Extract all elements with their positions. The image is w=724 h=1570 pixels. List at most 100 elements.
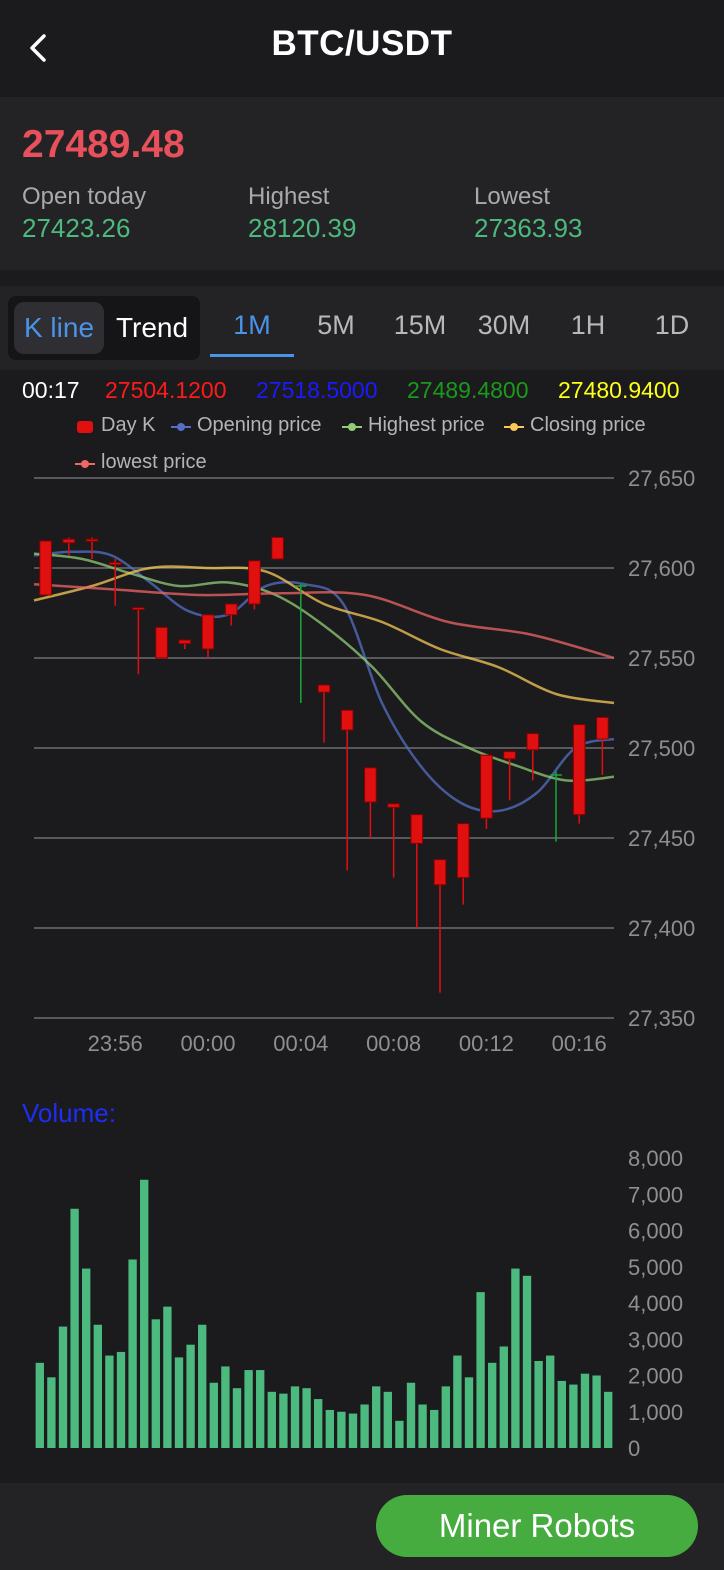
candle-body bbox=[503, 751, 516, 760]
timeframe-15m[interactable]: 15M bbox=[393, 310, 447, 340]
y-tick-label: 27,500 bbox=[628, 736, 695, 761]
back-icon[interactable] bbox=[24, 30, 54, 66]
candle-body bbox=[155, 626, 168, 659]
x-tick-label: 00:04 bbox=[273, 1031, 328, 1056]
timeframe-5m[interactable]: 5M bbox=[317, 310, 355, 340]
volume-bar bbox=[267, 1391, 276, 1448]
volume-y-tick-label: 5,000 bbox=[628, 1255, 683, 1280]
chart-tabbar: K line Trend 1M 5M 15M 30M 1H 1D bbox=[0, 286, 724, 370]
stat-highest: Highest 28120.39 bbox=[248, 183, 356, 244]
candle-body bbox=[201, 614, 215, 650]
y-tick-label: 27,450 bbox=[628, 826, 695, 851]
volume-y-tick-label: 4,000 bbox=[628, 1291, 683, 1316]
readout-time: 00:17 bbox=[22, 377, 80, 403]
y-tick-label: 27,400 bbox=[628, 916, 695, 941]
volume-bar bbox=[534, 1361, 543, 1448]
volume-bar bbox=[604, 1391, 613, 1448]
candle-body bbox=[62, 538, 76, 544]
volume-bar bbox=[116, 1351, 126, 1448]
kline-chart[interactable]: 27,650 27,600 27,550 27,500 27,450 27,400 27,3… bbox=[0, 460, 724, 1060]
volume-bar bbox=[209, 1382, 218, 1448]
candle-body bbox=[480, 754, 493, 819]
volume-bar bbox=[151, 1319, 160, 1448]
volume-bar bbox=[476, 1292, 485, 1448]
tab-trend[interactable]: Trend bbox=[115, 312, 189, 343]
stat-lowest: Lowest 27363.93 bbox=[474, 183, 582, 244]
y-tick-label: 27,550 bbox=[628, 646, 695, 671]
timeframe-1h[interactable]: 1H bbox=[570, 310, 606, 340]
stat-value: 28120.39 bbox=[248, 213, 357, 243]
volume-bar bbox=[557, 1380, 566, 1448]
candle-body bbox=[456, 823, 470, 879]
active-tab-indicator bbox=[210, 354, 294, 357]
price-panel: 27489.48 Open today 27423.26 Highest 281… bbox=[0, 97, 724, 270]
volume-bar bbox=[430, 1409, 439, 1448]
volume-bar bbox=[360, 1404, 369, 1448]
volume-bar bbox=[499, 1346, 508, 1448]
miner-robots-button[interactable]: Miner Robots bbox=[376, 1495, 698, 1557]
candle-body bbox=[433, 859, 447, 886]
volume-bar bbox=[128, 1259, 137, 1448]
volume-bar bbox=[580, 1373, 590, 1448]
volume-bar bbox=[441, 1386, 450, 1448]
timeframe-30m[interactable]: 30M bbox=[477, 310, 531, 340]
volume-bar bbox=[395, 1420, 404, 1448]
readout-value: 27480.9400 bbox=[558, 377, 680, 403]
volume-bar bbox=[546, 1355, 555, 1448]
volume-y-tick-label: 6,000 bbox=[628, 1219, 683, 1244]
y-tick-label: 27,350 bbox=[628, 1006, 695, 1031]
legend-lowest-price[interactable]: lowest price bbox=[101, 451, 207, 473]
candle-body bbox=[387, 803, 400, 808]
candle-body bbox=[410, 814, 424, 844]
stat-label: Highest bbox=[248, 183, 330, 210]
volume-bar bbox=[406, 1382, 416, 1448]
volume-bar bbox=[186, 1344, 195, 1448]
volume-bar bbox=[325, 1409, 334, 1448]
volume-y-tick-label: 3,000 bbox=[628, 1327, 683, 1352]
volume-bar bbox=[58, 1326, 68, 1448]
timeframe-1m[interactable]: 1M bbox=[233, 310, 271, 340]
timeframe-1d[interactable]: 1D bbox=[654, 310, 690, 340]
volume-bar bbox=[70, 1208, 79, 1448]
candle-body bbox=[224, 603, 238, 616]
volume-bar bbox=[488, 1362, 497, 1448]
volume-bar bbox=[35, 1362, 44, 1448]
readout-value: 27518.5000 bbox=[256, 377, 378, 403]
volume-bar bbox=[592, 1375, 601, 1448]
volume-chart[interactable]: 8,000 7,000 6,000 5,000 4,000 3,000 2,000 1,000… bbox=[0, 1140, 724, 1465]
ma-line-2 bbox=[33, 565, 615, 705]
stat-open-today: Open today 27423.26 bbox=[22, 183, 146, 244]
volume-bar bbox=[244, 1370, 253, 1448]
volume-bar bbox=[511, 1268, 520, 1448]
legend-highest-price[interactable]: Highest price bbox=[368, 414, 485, 436]
volume-bar bbox=[418, 1404, 427, 1448]
volume-label: Volume: bbox=[22, 1098, 116, 1128]
legend-opening-price[interactable]: Opening price bbox=[197, 414, 322, 436]
readout-value: 27489.4800 bbox=[407, 377, 529, 403]
opening-price-marker-icon bbox=[171, 423, 191, 431]
stat-value: 27423.26 bbox=[22, 213, 131, 243]
volume-bar bbox=[256, 1370, 265, 1448]
volume-bar bbox=[314, 1399, 323, 1448]
x-tick-label: 00:08 bbox=[366, 1031, 421, 1056]
volume-bar bbox=[302, 1388, 311, 1448]
volume-bar bbox=[47, 1377, 56, 1448]
legend-day-k[interactable]: Day K bbox=[101, 414, 156, 436]
volume-bar bbox=[279, 1393, 288, 1448]
candle-body bbox=[132, 607, 145, 611]
volume-y-tick-label: 2,000 bbox=[628, 1364, 683, 1389]
candle-body bbox=[340, 709, 354, 731]
chart-mode-toggle: K line Trend bbox=[8, 296, 200, 360]
volume-bar bbox=[337, 1411, 346, 1448]
stat-label: Lowest bbox=[474, 183, 551, 210]
volume-y-tick-label: 1,000 bbox=[628, 1400, 683, 1425]
volume-bar bbox=[221, 1366, 230, 1448]
legend-closing-price[interactable]: Closing price bbox=[530, 414, 646, 436]
candle-body bbox=[108, 562, 122, 566]
tab-k-line[interactable]: K line bbox=[14, 302, 104, 354]
volume-bar bbox=[232, 1388, 242, 1448]
x-tick-label: 23:56 bbox=[88, 1031, 143, 1056]
volume-bar bbox=[453, 1355, 462, 1448]
volume-bar bbox=[105, 1355, 114, 1448]
candle-body bbox=[271, 536, 284, 560]
